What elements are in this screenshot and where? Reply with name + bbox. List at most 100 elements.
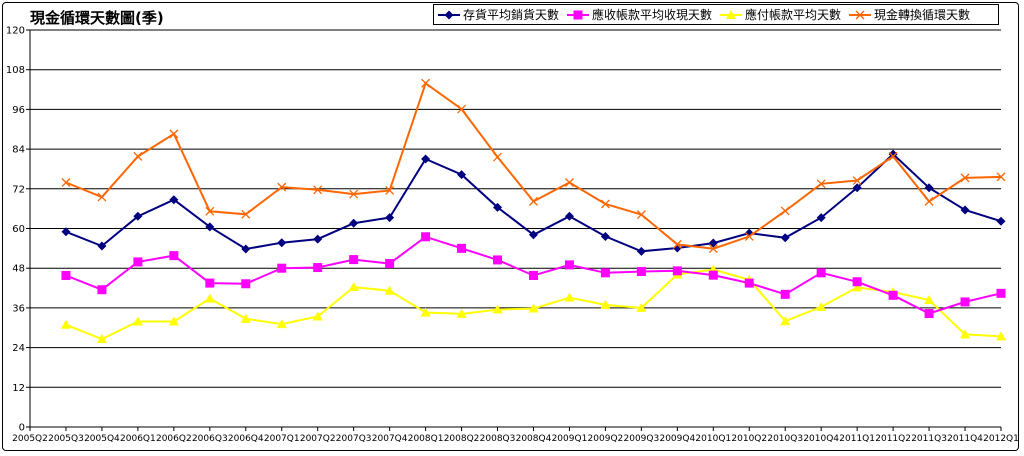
x-tick-label: 2007Q1 bbox=[264, 434, 300, 444]
data-point bbox=[241, 244, 251, 254]
x-tick-label: 2011Q2 bbox=[875, 434, 911, 444]
data-point bbox=[421, 232, 431, 242]
legend-swatch bbox=[720, 9, 743, 19]
data-point bbox=[457, 104, 467, 114]
data-point bbox=[457, 243, 467, 253]
x-tick-label: 2010Q3 bbox=[767, 434, 803, 444]
data-point bbox=[528, 270, 538, 280]
data-point bbox=[708, 244, 718, 254]
x-tick-label: 2006Q4 bbox=[228, 434, 264, 444]
data-point bbox=[708, 238, 718, 248]
data-point bbox=[456, 308, 467, 318]
data-point bbox=[960, 329, 971, 339]
data-point bbox=[61, 270, 71, 280]
data-point bbox=[816, 213, 826, 223]
data-point bbox=[313, 234, 323, 244]
x-tick-label: 2012Q1 bbox=[983, 434, 1019, 444]
data-point bbox=[421, 154, 431, 164]
x-tick-label: 2007Q3 bbox=[336, 434, 372, 444]
data-point bbox=[313, 263, 323, 273]
data-point bbox=[493, 152, 502, 162]
x-tick-label: 2010Q4 bbox=[803, 434, 839, 444]
data-point bbox=[780, 289, 790, 299]
x-tick-label: 2009Q1 bbox=[552, 434, 588, 444]
data-point bbox=[600, 268, 610, 278]
data-point bbox=[60, 319, 71, 329]
data-point bbox=[852, 183, 862, 193]
data-point bbox=[493, 255, 503, 265]
data-point bbox=[852, 176, 862, 185]
data-point bbox=[960, 173, 970, 183]
y-tick-label: 96 bbox=[12, 105, 25, 116]
x-tick-label: 2008Q2 bbox=[444, 434, 480, 444]
data-point bbox=[564, 292, 575, 302]
data-point bbox=[421, 78, 431, 88]
legend: 存貨平均銷貨天數 應收帳款平均收現天數 應付帳款平均天數 現金轉換循環天數 bbox=[433, 4, 999, 25]
data-point bbox=[924, 309, 934, 319]
legend-item: 存貨平均銷貨天數 bbox=[438, 6, 559, 23]
data-point bbox=[636, 210, 646, 220]
data-point bbox=[996, 288, 1006, 298]
x-tick-label: 2008Q3 bbox=[480, 434, 516, 444]
legend-label: 應收帳款平均收現天數 bbox=[592, 8, 713, 22]
data-point bbox=[528, 303, 539, 313]
data-point bbox=[133, 211, 143, 221]
data-point bbox=[636, 302, 647, 312]
data-point bbox=[924, 294, 935, 304]
data-point bbox=[349, 255, 359, 265]
data-point bbox=[312, 311, 323, 321]
data-point bbox=[313, 185, 323, 195]
x-tick-label: 2005Q4 bbox=[84, 434, 120, 444]
data-point bbox=[348, 282, 359, 292]
x-tick-label: 2006Q2 bbox=[156, 434, 192, 444]
x-tick-label: 2010Q2 bbox=[731, 434, 767, 444]
legend-item: 應收帳款平均收現天數 bbox=[567, 6, 712, 23]
data-point bbox=[744, 278, 754, 288]
y-tick-label: 84 bbox=[12, 145, 25, 156]
x-tick-label: 2005Q3 bbox=[48, 434, 84, 444]
data-point bbox=[529, 196, 538, 206]
data-point bbox=[600, 299, 611, 309]
data-point bbox=[61, 178, 71, 187]
data-point bbox=[385, 213, 395, 223]
data-point bbox=[780, 233, 790, 243]
data-point bbox=[277, 182, 287, 192]
data-point bbox=[852, 277, 862, 287]
legend-label: 應付帳款平均天數 bbox=[745, 8, 842, 22]
data-point bbox=[493, 202, 503, 212]
data-point bbox=[816, 179, 826, 189]
x-tick-label: 2009Q2 bbox=[588, 434, 624, 444]
x-tick-label: 2007Q2 bbox=[300, 434, 336, 444]
data-point bbox=[708, 270, 718, 280]
y-tick-label: 108 bbox=[6, 65, 25, 76]
data-point bbox=[132, 316, 143, 326]
data-point bbox=[97, 192, 107, 202]
data-point bbox=[169, 251, 179, 261]
data-point bbox=[204, 293, 215, 303]
data-point bbox=[240, 313, 251, 323]
data-point bbox=[780, 206, 790, 216]
data-point bbox=[61, 227, 71, 237]
data-point bbox=[97, 241, 107, 251]
data-point bbox=[133, 151, 143, 161]
data-point bbox=[420, 307, 431, 317]
x-tick-label: 2006Q1 bbox=[120, 434, 156, 444]
data-point bbox=[672, 266, 682, 276]
legend-marker bbox=[444, 10, 454, 19]
data-point bbox=[241, 279, 251, 289]
data-point bbox=[996, 331, 1006, 341]
x-tick-label: 2011Q3 bbox=[911, 434, 947, 444]
data-point bbox=[924, 183, 934, 193]
data-point bbox=[816, 301, 827, 311]
y-tick-label: 48 bbox=[12, 264, 25, 275]
data-point bbox=[168, 316, 179, 326]
data-point bbox=[888, 149, 898, 159]
data-point bbox=[960, 297, 970, 307]
data-point bbox=[133, 257, 143, 267]
x-tick-label: 2005Q2 bbox=[12, 434, 48, 444]
data-point bbox=[888, 290, 898, 300]
data-point bbox=[97, 285, 107, 295]
legend-marker bbox=[726, 9, 737, 19]
data-point bbox=[276, 319, 287, 329]
x-tick-label: 2011Q1 bbox=[839, 434, 875, 444]
